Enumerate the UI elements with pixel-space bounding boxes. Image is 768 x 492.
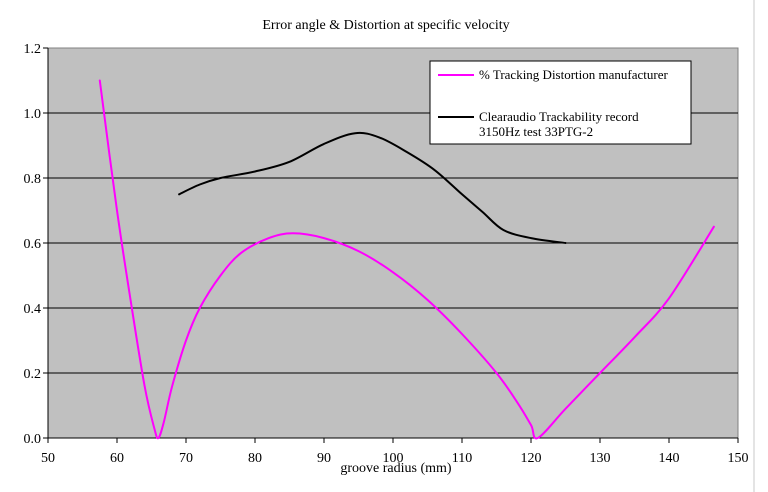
x-tick-label: 50 <box>41 451 55 466</box>
legend: % Tracking Distortion manufacturer Cleara… <box>429 60 692 145</box>
y-tick-label: 0.0 <box>24 432 42 447</box>
x-tick-label: 110 <box>452 451 472 466</box>
x-tick-label: 100 <box>383 451 404 466</box>
series-line-1 <box>98 79 715 440</box>
series-layer <box>98 79 715 440</box>
y-tick-label: 0.4 <box>24 302 42 317</box>
x-tick-label: 70 <box>179 451 193 466</box>
y-tick-label: 0.2 <box>24 367 42 382</box>
y-tick-label: 1.0 <box>24 107 42 122</box>
y-ticks: 0.0 0.2 0.4 0.6 0.8 1.0 1.2 <box>24 42 48 447</box>
y-tick-label: 1.2 <box>24 42 42 57</box>
x-tick-label: 140 <box>659 451 680 466</box>
x-tick-label: 60 <box>110 451 124 466</box>
y-tick-label: 0.8 <box>24 172 42 187</box>
x-axis-label: groove radius (mm) <box>340 461 452 476</box>
series-line-2 <box>178 131 567 244</box>
legend-label-2: Clearaudio Trackability record 3150Hz tes… <box>479 109 639 139</box>
y-tick-label: 0.6 <box>24 237 42 252</box>
x-ticks: 50 60 70 80 90 100 110 120 130 140 150 <box>41 438 749 466</box>
x-tick-label: 130 <box>590 451 611 466</box>
x-tick-label: 120 <box>521 451 542 466</box>
x-tick-label: 150 <box>728 451 749 466</box>
x-tick-label: 90 <box>317 451 331 466</box>
legend-label-1: % Tracking Distortion manufacturer <box>479 67 668 82</box>
chart-title: Error angle & Distortion at specific vel… <box>262 18 509 33</box>
x-tick-label: 80 <box>248 451 262 466</box>
